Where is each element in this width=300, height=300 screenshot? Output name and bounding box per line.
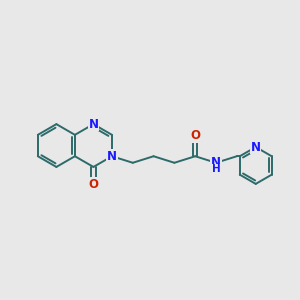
Text: O: O [190,129,200,142]
Text: H: H [212,164,220,174]
Text: N: N [107,150,117,163]
Text: N: N [251,140,261,154]
Text: N: N [211,156,221,169]
Text: O: O [88,178,98,191]
Text: N: N [88,118,98,130]
